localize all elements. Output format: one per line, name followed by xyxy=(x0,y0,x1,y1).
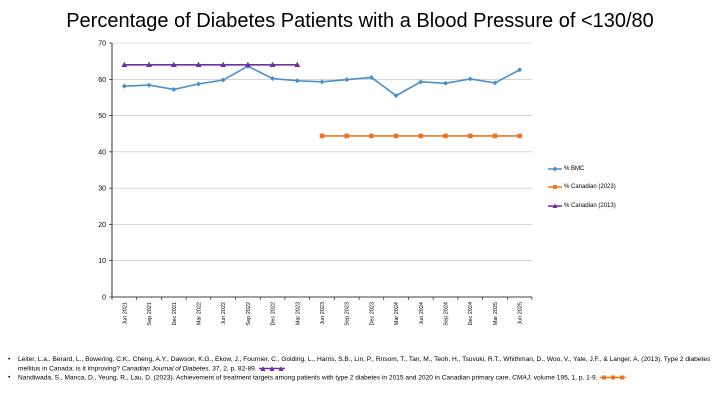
data-point xyxy=(492,133,498,139)
data-point xyxy=(195,81,201,87)
chart-title: Percentage of Diabetes Patients with a B… xyxy=(66,10,654,32)
data-point xyxy=(121,83,127,89)
reference-tail: , volume 195, 1, p. 1-9. xyxy=(530,374,598,382)
reference-item: • Nandiwada, S., Manca, D., Yeung, R., L… xyxy=(8,374,714,383)
data-point xyxy=(171,86,177,92)
reference-journal: CMAJ xyxy=(512,374,531,382)
y-tick-label: 30 xyxy=(98,186,106,193)
data-point xyxy=(443,80,449,86)
chart-legend: % BMC % Canadian (2023) % Canadian (2013… xyxy=(548,164,616,220)
data-point xyxy=(344,77,350,83)
data-point xyxy=(121,61,128,67)
x-tick-label: Jun 2025 xyxy=(518,302,524,325)
data-point xyxy=(418,133,424,139)
y-tick-label: 60 xyxy=(98,77,106,84)
data-point xyxy=(418,79,424,85)
reference-bullet: • xyxy=(8,374,11,382)
x-tick-label: Sep 2024 xyxy=(444,302,450,326)
data-point xyxy=(195,61,202,67)
data-point xyxy=(244,61,251,67)
reference-bullet: • xyxy=(8,356,11,363)
y-tick-label: 70 xyxy=(98,41,106,48)
data-point xyxy=(517,133,522,139)
x-tick-label: Dec 2021 xyxy=(172,302,178,326)
line-chart: 0 10 20 30 40 50 60 70 Jun 2021 Sep 2021 Dec 2021 M… xyxy=(98,41,533,326)
data-point xyxy=(467,76,473,82)
data-point xyxy=(270,76,276,82)
data-point xyxy=(294,78,300,84)
x-tick-label: Mar 2025 xyxy=(493,302,499,325)
data-point xyxy=(294,61,301,67)
references: • Leiter, L.a., Berard, L., Bowering, C.… xyxy=(8,356,714,384)
data-point xyxy=(269,61,276,67)
data-point xyxy=(146,82,152,88)
data-point xyxy=(220,61,227,67)
x-tick-label: Mar 2023 xyxy=(295,302,301,325)
data-point xyxy=(319,133,325,139)
reference-journal: Canadian Journal of Diabetes xyxy=(121,364,209,372)
x-tick-label: Jun 2021 xyxy=(122,302,128,325)
x-tick-label: Sep 2021 xyxy=(147,302,153,326)
reference-series-marker-purple xyxy=(259,365,286,371)
data-point xyxy=(319,79,325,85)
x-tick-label: Sep 2023 xyxy=(345,302,351,326)
data-point xyxy=(220,77,226,83)
y-tick-label: 40 xyxy=(98,149,106,156)
legend-swatch-canadian-2013 xyxy=(548,203,562,208)
legend-swatch-bmc xyxy=(548,166,562,171)
data-point xyxy=(467,133,473,139)
data-point xyxy=(443,133,448,139)
y-tick-label: 50 xyxy=(98,113,106,120)
data-point xyxy=(517,67,523,73)
legend-swatch-canadian-2023 xyxy=(548,185,562,189)
legend-item-canadian-2013: % Canadian (2013) xyxy=(548,201,616,210)
data-point xyxy=(146,61,153,67)
x-tick-label: Jun 2023 xyxy=(320,302,326,325)
data-point xyxy=(344,133,350,139)
legend-label-canadian-2023: % Canadian (2023) xyxy=(564,184,616,190)
data-point xyxy=(170,61,177,67)
data-point xyxy=(369,133,374,139)
x-tick-label: Mar 2024 xyxy=(394,302,400,325)
legend-item-canadian-2023: % Canadian (2023) xyxy=(548,183,616,192)
y-tick-label: 10 xyxy=(98,258,106,265)
y-tick-label: 20 xyxy=(98,222,106,229)
reference-tail: , 37, 2, p. 82-89. xyxy=(208,364,257,372)
x-tick-label: Dec 2023 xyxy=(369,302,375,326)
reference-item: • Leiter, L.a., Berard, L., Bowering, C.… xyxy=(8,356,714,373)
x-tick-label: Jun 2024 xyxy=(419,302,425,325)
y-tick-label: 0 xyxy=(102,295,106,302)
reference-text: Leiter, L.a., Berard, L., Bowering, C.K.… xyxy=(18,356,711,372)
x-tick-label: Mar 2022 xyxy=(196,302,202,325)
data-point xyxy=(393,133,399,139)
data-point xyxy=(492,80,498,86)
reference-text: Nandiwada, S., Manca, D., Yeung, R., Lau… xyxy=(18,374,513,382)
x-tick-label: Jun 2022 xyxy=(221,302,227,325)
legend-label-canadian-2013: % Canadian (2013) xyxy=(564,202,616,209)
x-tick-label: Sep 2022 xyxy=(246,302,252,326)
legend-label-bmc: % BMC xyxy=(564,165,585,172)
x-tick-label: Dec 2024 xyxy=(468,302,474,326)
data-point xyxy=(368,74,374,80)
legend-item-bmc: % BMC xyxy=(548,164,616,173)
data-point xyxy=(393,93,399,99)
reference-series-marker-orange xyxy=(600,375,627,380)
x-tick-label: Dec 2022 xyxy=(271,302,277,326)
